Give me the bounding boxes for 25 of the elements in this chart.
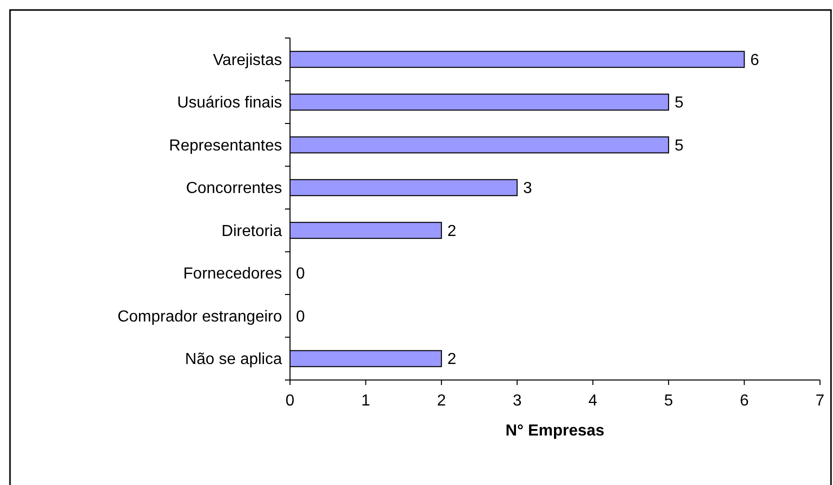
y-tick-label: Representantes (169, 137, 282, 154)
x-axis-title: N° Empresas (506, 422, 605, 440)
y-tick-label: Fornecedores (183, 266, 282, 283)
y-tick-label: Diretoria (222, 222, 282, 240)
x-tick-label: 3 (512, 392, 522, 410)
x-tick-label: 1 (361, 392, 370, 410)
data-label: 6 (750, 52, 760, 69)
y-tick-label: Não se aplica (185, 351, 282, 368)
x-tick-label: 7 (816, 392, 825, 410)
x-tick-label: 5 (664, 392, 674, 410)
y-tick-label: Varejistas (212, 52, 282, 69)
y-tick-label: Usuários finais (177, 94, 282, 112)
y-tick-label: Comprador estrangeiro (117, 308, 282, 326)
data-label: 3 (523, 180, 532, 198)
x-tick-label: 6 (740, 392, 749, 410)
data-label: 2 (447, 222, 456, 240)
x-tick-label: 0 (286, 392, 295, 410)
x-tick-label: 4 (588, 392, 598, 410)
data-label: 0 (296, 308, 305, 326)
x-tick-label: 2 (436, 392, 446, 410)
data-label: 5 (674, 137, 684, 154)
data-label: 0 (296, 266, 305, 283)
data-label: 2 (447, 351, 456, 368)
y-tick-label: Concorrentes (186, 180, 282, 198)
data-label: 5 (674, 94, 684, 112)
